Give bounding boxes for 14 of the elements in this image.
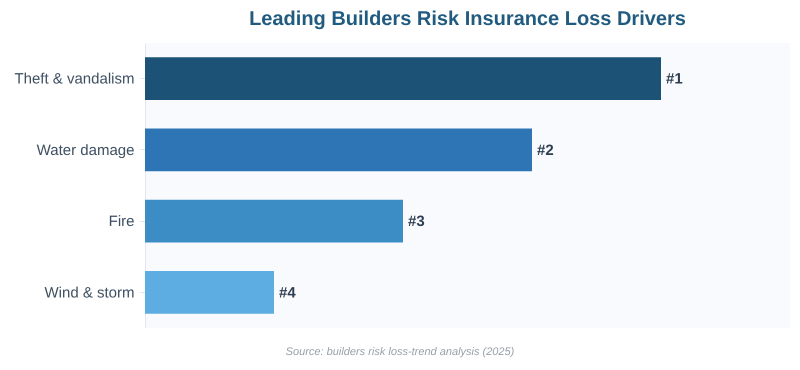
y-tick-label: Fire <box>108 213 134 230</box>
bar <box>145 57 661 100</box>
chart-title: Leading Builders Risk Insurance Loss Drivers <box>249 8 686 30</box>
annotation: #1 <box>666 70 683 88</box>
bar <box>145 200 403 242</box>
y-tick-label: Wind & storm <box>44 284 134 302</box>
annotation: #4 <box>279 284 296 302</box>
source-note: Source: builders risk loss-trend analysis (2025) <box>284 346 516 358</box>
y-tick-label: Theft & vandalism <box>14 70 134 88</box>
y-tick-label: Water damage <box>36 142 134 159</box>
bar <box>145 128 532 172</box>
bar <box>145 271 274 314</box>
annotation: #2 <box>537 142 554 159</box>
annotation: #3 <box>408 213 425 230</box>
